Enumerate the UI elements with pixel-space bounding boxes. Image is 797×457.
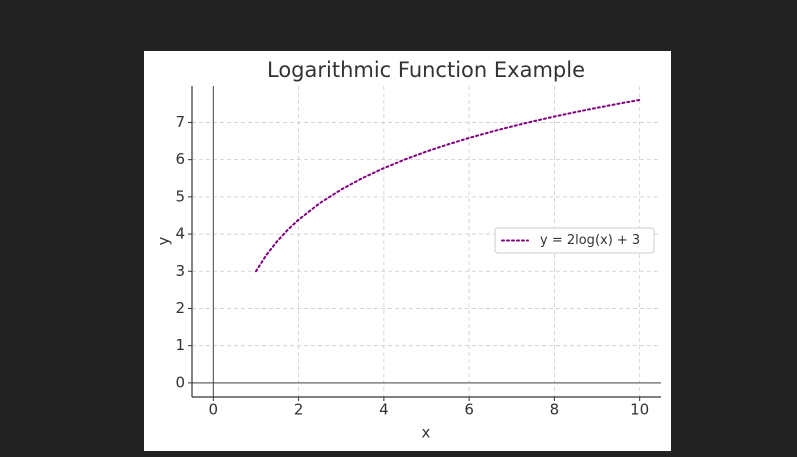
y-tick-label: 0 (175, 373, 185, 391)
y-tick-label: 3 (175, 262, 185, 280)
x-tick-label: 4 (379, 401, 389, 419)
legend (494, 227, 655, 254)
x-tick-label: 10 (630, 401, 649, 419)
x-tick-label: 8 (550, 401, 560, 419)
x-tick-label: 6 (464, 401, 474, 419)
y-axis-label: y (155, 236, 173, 245)
y-tick-label: 2 (175, 299, 185, 317)
chart-title: Logarithmic Function Example (267, 58, 585, 82)
y-tick-label: 4 (175, 225, 185, 243)
x-tick-label: 0 (209, 401, 219, 419)
data-line (254, 98, 641, 273)
y-tick-label: 6 (175, 150, 185, 168)
x-axis-label: x (422, 424, 431, 442)
y-tick-label: 7 (175, 113, 185, 131)
x-tick-label: 2 (294, 401, 304, 419)
legend-label: y = 2log(x) + 3 (540, 233, 640, 248)
y-tick-label: 1 (175, 336, 185, 354)
y-tick-label: 5 (175, 187, 185, 205)
